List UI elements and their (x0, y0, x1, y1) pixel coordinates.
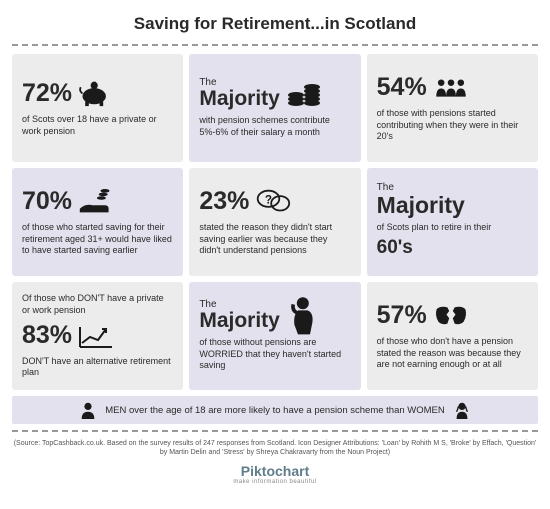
divider-top (12, 44, 538, 46)
card-majority-contribute: The Majority with pension schemes contri… (189, 54, 360, 162)
stat-value: 57% (377, 303, 427, 328)
stat-value: 83% (22, 323, 72, 348)
cards-grid: 72% of Scots over 18 have a private or w… (12, 54, 538, 390)
card-desc: of those without pensions are WORRIED th… (199, 337, 350, 372)
majority-text: Majority (199, 310, 280, 332)
card-not-earning: 57% of those who don't have a pension st… (367, 282, 538, 390)
svg-text:?: ? (265, 194, 272, 207)
hand-icon (78, 187, 114, 217)
majority-text: Majority (199, 88, 280, 110)
page-title: Saving for Retirement...in Scotland (12, 14, 538, 34)
card-desc: of those with pensions started contribut… (377, 108, 528, 143)
card-desc: of Scots plan to retire in their 60's (377, 222, 528, 260)
divider-bottom (12, 430, 538, 432)
card-desc: of Scots over 18 have a private or work … (22, 114, 173, 137)
footer-text: MEN over the age of 18 are more likely t… (105, 405, 445, 416)
stat-value: 23% (199, 189, 249, 214)
card-retire-60s: The Majority of Scots plan to retire in … (367, 168, 538, 276)
tail-value: 60's (377, 236, 528, 261)
card-private-pension: 72% of Scots over 18 have a private or w… (12, 54, 183, 162)
gender-footer: MEN over the age of 18 are more likely t… (12, 396, 538, 424)
source-text: (Source: TopCashback.co.uk. Based on the… (12, 440, 538, 458)
male-silhouette-icon (79, 401, 97, 419)
piggy-icon (78, 79, 114, 109)
card-desc: with pension schemes contribute 5%-6% of… (199, 115, 350, 138)
coins-icon (286, 79, 322, 109)
card-started-earlier: 70% of those who started saving for thei… (12, 168, 183, 276)
card-didnt-understand: 23% ? stated the reason they didn't star… (189, 168, 360, 276)
desc-text: of Scots plan to retire in their (377, 222, 492, 232)
question-icon: ? (255, 187, 291, 217)
majority-text: Majority (377, 193, 528, 217)
card-started-20s: 54% of those with pensions started contr… (367, 54, 538, 162)
card-no-alternative: Of those who DON'T have a private or wor… (12, 282, 183, 390)
female-silhouette-icon (453, 401, 471, 419)
people-icon (433, 73, 469, 103)
brand: Piktochart make information beautiful (12, 463, 538, 485)
stat-value: 54% (377, 75, 427, 100)
card-desc: of those who started saving for their re… (22, 222, 173, 257)
chart-icon (78, 321, 114, 351)
card-desc: DON'T have an alternative retirement pla… (22, 356, 173, 379)
card-desc: of those who don't have a pension stated… (377, 336, 528, 371)
card-desc: stated the reason they didn't start savi… (199, 222, 350, 257)
lead-text: Of those who DON'T have a private or wor… (22, 293, 173, 316)
stat-value: 72% (22, 81, 72, 106)
broke-icon (433, 301, 469, 331)
stat-value: 70% (22, 189, 72, 214)
worried-icon (286, 301, 322, 331)
brand-tagline: make information beautiful (12, 479, 538, 485)
card-majority-worried: The Majority of those without pensions a… (189, 282, 360, 390)
brand-name: Piktochart (241, 463, 309, 479)
